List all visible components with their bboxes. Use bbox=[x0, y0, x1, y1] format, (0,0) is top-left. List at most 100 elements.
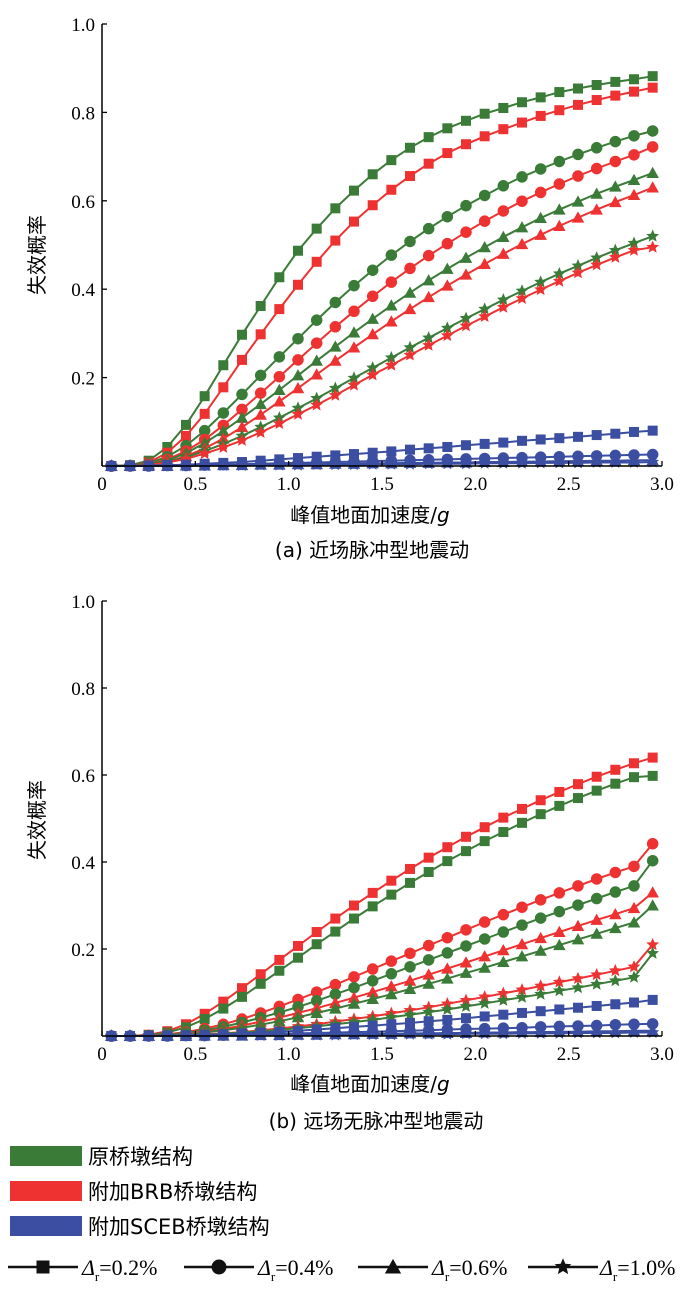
panel-a-point bbox=[405, 171, 415, 182]
panel-a-point bbox=[534, 228, 547, 240]
panel-b-point bbox=[366, 963, 379, 975]
panel-b-point bbox=[515, 950, 529, 962]
panel-b-point bbox=[311, 939, 322, 950]
panel-a-point bbox=[274, 272, 285, 283]
panel-a-point bbox=[442, 441, 453, 452]
panel-b-point bbox=[553, 905, 566, 918]
panel-a-point bbox=[442, 123, 453, 134]
panel-a-x-tick-label: 0.5 bbox=[183, 474, 207, 495]
panel-b-series-line bbox=[111, 943, 654, 1037]
panel-a-point bbox=[311, 223, 322, 234]
panel-b-point bbox=[367, 887, 378, 898]
panel-b-point bbox=[440, 1002, 454, 1015]
legend-marker-sample-triangle bbox=[358, 1258, 428, 1274]
panel-b-series-line bbox=[111, 904, 654, 1037]
panel-a-point bbox=[591, 430, 602, 441]
panel-b-point bbox=[405, 863, 415, 874]
panel-b-point bbox=[629, 758, 639, 769]
panel-a-point bbox=[498, 124, 509, 135]
panel-b-point bbox=[423, 1016, 434, 1027]
panel-b-point bbox=[554, 1004, 565, 1015]
panel-b-point bbox=[255, 969, 266, 980]
panel-a-x-tick-label: 1.0 bbox=[277, 474, 301, 495]
panel-a-point bbox=[517, 117, 527, 128]
panel-a-point bbox=[515, 291, 529, 304]
panel-a-point bbox=[590, 142, 603, 154]
panel-b-point bbox=[646, 886, 659, 898]
panel-a-point bbox=[627, 455, 641, 468]
panel-b-point bbox=[218, 996, 229, 1007]
panel-a-point bbox=[181, 430, 191, 441]
panel-b-point bbox=[591, 1000, 602, 1011]
panel-a-point bbox=[459, 311, 473, 324]
panel-b-point bbox=[534, 912, 547, 924]
panel-b-point bbox=[218, 1003, 229, 1014]
panel-a-x-tick-label: 2.5 bbox=[557, 474, 581, 495]
panel-b-point bbox=[572, 899, 584, 911]
panel-a-caption: (a) 近场脉冲型地震动 bbox=[275, 538, 469, 562]
panel-b-point bbox=[255, 978, 266, 989]
panel-a-point bbox=[573, 431, 583, 442]
legend-marker-sample-square bbox=[8, 1260, 78, 1274]
panel-b-point bbox=[385, 980, 398, 992]
panel-b-point bbox=[609, 907, 622, 920]
panel-b-point bbox=[590, 967, 604, 981]
panel-b-point bbox=[422, 939, 435, 952]
panel-a-point bbox=[218, 382, 229, 393]
panel-b-point bbox=[628, 880, 640, 892]
panel-a-series-original-square bbox=[106, 71, 658, 471]
panel-a-point bbox=[629, 426, 639, 437]
panel-b-point bbox=[442, 842, 453, 853]
panel-a-point bbox=[422, 274, 435, 286]
panel-a-point bbox=[591, 79, 602, 90]
panel-a-series-line bbox=[111, 145, 654, 467]
panel-b-point bbox=[516, 919, 528, 931]
panel-a-point bbox=[349, 449, 359, 460]
panel-b-point bbox=[478, 916, 491, 928]
panel-a-point bbox=[310, 391, 324, 404]
panel-b-point bbox=[552, 975, 566, 988]
panel-a-point bbox=[459, 251, 473, 263]
panel-a-xlabel: 峰值地面加速度/g bbox=[290, 503, 449, 527]
panel-a-point bbox=[440, 321, 454, 334]
panel-a-point bbox=[367, 447, 378, 458]
panel-a-point bbox=[254, 425, 268, 438]
panel-a-point bbox=[590, 187, 603, 199]
panel-a-point bbox=[199, 408, 210, 419]
panel-b-point bbox=[647, 752, 658, 763]
panel-a-point bbox=[646, 141, 659, 153]
panel-a-point bbox=[629, 74, 639, 85]
legend-marker-sample-star bbox=[528, 1258, 598, 1275]
panel-b-point bbox=[534, 894, 547, 906]
panel-a-y-tick-label: 0.6 bbox=[71, 192, 95, 213]
panel-b-point bbox=[609, 1018, 622, 1031]
panel-a-point bbox=[497, 247, 510, 259]
panel-b-point bbox=[310, 986, 323, 998]
panel-a-point bbox=[646, 240, 660, 253]
panel-b-point bbox=[516, 901, 528, 913]
panel-a-point bbox=[330, 450, 341, 461]
panel-a-point bbox=[535, 434, 546, 445]
panel-b-point bbox=[571, 980, 585, 994]
panel-a-point bbox=[496, 300, 510, 313]
panel-b-point bbox=[647, 994, 658, 1005]
panel-b-point bbox=[405, 877, 415, 888]
panel-b-point bbox=[349, 913, 359, 924]
panel-a-y-tick-label: 1.0 bbox=[71, 15, 95, 36]
panel-b-point bbox=[590, 892, 603, 905]
panel-a-point bbox=[590, 162, 603, 175]
panel-a-point bbox=[572, 148, 584, 161]
panel-a-point bbox=[497, 230, 510, 243]
panel-a-point bbox=[461, 139, 471, 150]
panel-b-point bbox=[535, 809, 546, 820]
panel-a-point bbox=[590, 203, 603, 215]
panel-b-point bbox=[646, 1025, 660, 1038]
panel-b-point bbox=[553, 925, 566, 938]
panel-b-y-tick-label: 0.6 bbox=[71, 766, 95, 787]
panel-b-point bbox=[330, 926, 341, 937]
panel-a-point bbox=[217, 424, 230, 437]
panel-a-point bbox=[254, 408, 267, 420]
panel-a-point bbox=[236, 403, 248, 416]
panel-b-point bbox=[628, 860, 640, 873]
